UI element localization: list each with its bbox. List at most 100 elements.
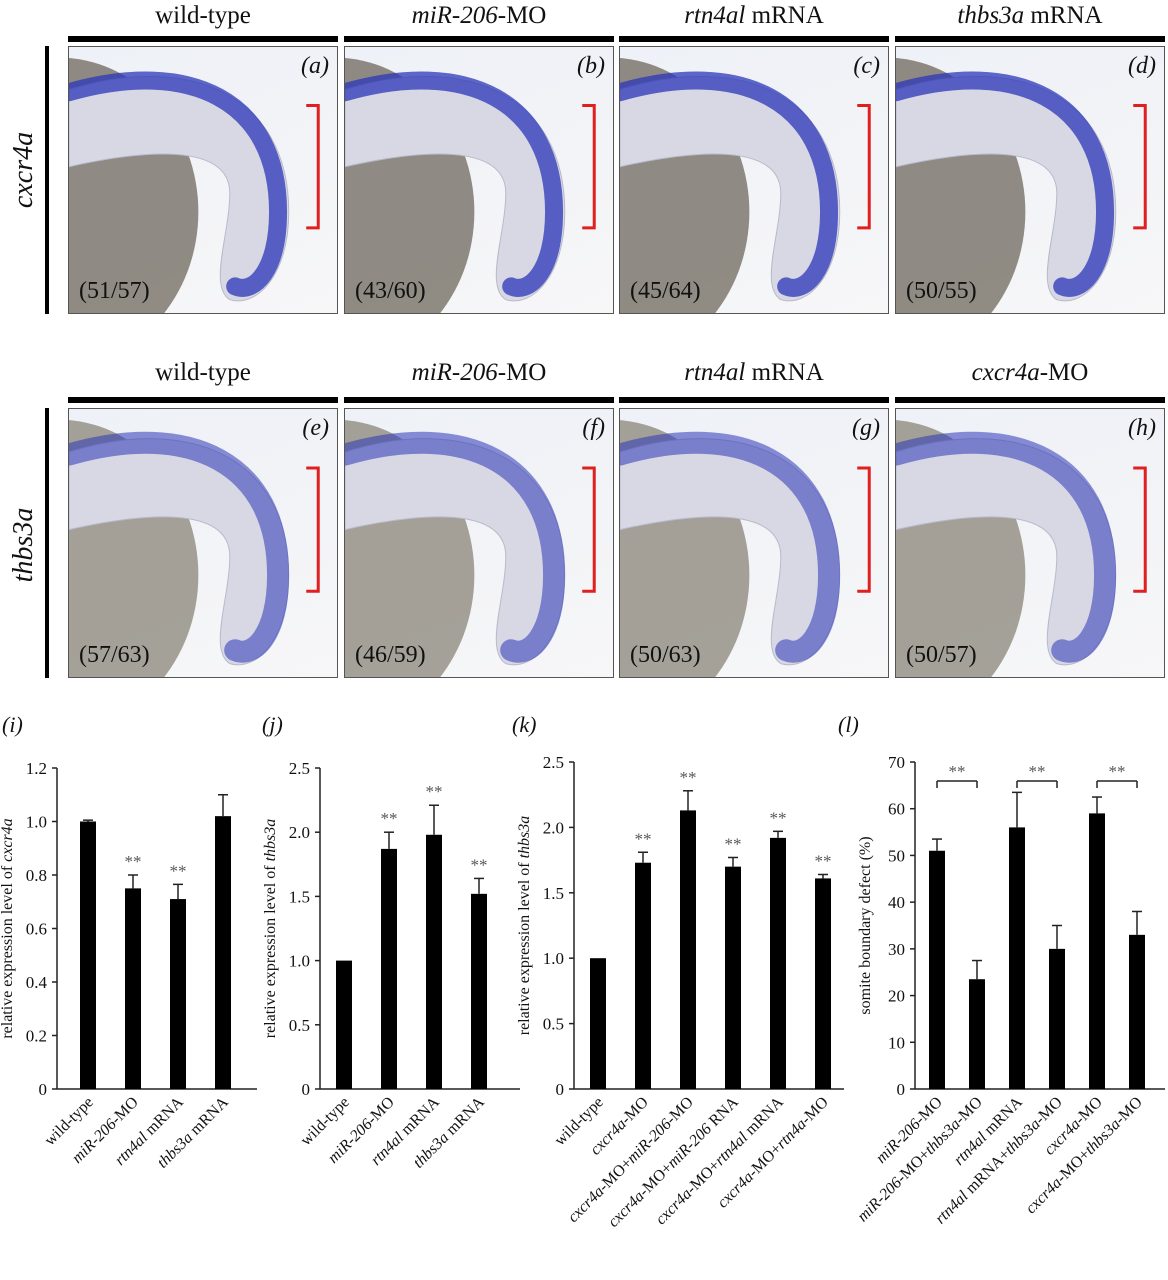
somite-region-bracket bbox=[1133, 104, 1147, 230]
category-label: rtn4al mRNA bbox=[112, 1093, 188, 1169]
stain-signal-shape bbox=[620, 71, 839, 297]
category-label: thbs3a mRNA bbox=[154, 1093, 232, 1171]
significance-mark: ** bbox=[381, 809, 398, 828]
bar bbox=[815, 878, 831, 1089]
panel-letter: (b) bbox=[577, 53, 605, 79]
somite-region-bracket bbox=[857, 104, 871, 230]
category-label: cxcr4a-MO+rtn4al mRNA bbox=[652, 1093, 787, 1228]
bar bbox=[170, 899, 186, 1089]
embryo-count: (50/55) bbox=[906, 278, 977, 304]
text-span: mRNA+ bbox=[960, 1146, 1014, 1200]
text-span: -MO+ bbox=[893, 1146, 933, 1186]
embryo-image-panel: (h) (50/57) bbox=[895, 408, 1165, 678]
bar bbox=[125, 888, 141, 1089]
embryo-illustration bbox=[69, 58, 320, 313]
y-tick-label: 0.2 bbox=[26, 1027, 47, 1046]
y-tick-label: 10 bbox=[888, 1033, 905, 1052]
category-label: rtn4al mRNA+thbs3a-MO bbox=[932, 1094, 1066, 1228]
y-tick-label: 70 bbox=[888, 753, 905, 772]
significance-mark: ** bbox=[770, 808, 787, 827]
significance-mark: ** bbox=[471, 855, 488, 874]
chart-panel-label: (j) bbox=[262, 712, 283, 737]
text-span: wild-type bbox=[551, 1094, 606, 1149]
panel-letter: (c) bbox=[853, 53, 880, 79]
y-tick-label: 2.0 bbox=[289, 823, 310, 842]
significance-mark: ** bbox=[725, 834, 742, 853]
text-span: relative expression level of bbox=[516, 858, 533, 1035]
y-tick-label: 1.5 bbox=[543, 884, 564, 903]
embryo-image-panel: (a) (51/57) bbox=[68, 46, 338, 314]
text-span: cxcr4a bbox=[605, 1188, 648, 1231]
embryo-image-panel: (g) (50/63) bbox=[619, 408, 889, 678]
y-tick-label: 0.4 bbox=[26, 973, 48, 992]
category-label: rtn4al mRNA bbox=[368, 1093, 444, 1169]
text-span: -MO bbox=[1112, 1094, 1146, 1128]
panel-letter: (e) bbox=[302, 415, 329, 441]
y-tick-label: 60 bbox=[888, 800, 905, 819]
bar bbox=[680, 810, 696, 1089]
y-tick-label: 2.5 bbox=[543, 753, 564, 772]
embryo-illustration bbox=[69, 420, 320, 677]
text-span: rtn4al bbox=[112, 1129, 152, 1169]
significance-mark: ** bbox=[125, 852, 142, 871]
text-span: rtn4a bbox=[773, 1116, 810, 1153]
category-label: miR-206-MO bbox=[69, 1094, 142, 1167]
category-label: wild-type bbox=[551, 1094, 606, 1149]
embryo-illustration bbox=[345, 58, 596, 313]
column-heading-bar bbox=[344, 397, 614, 403]
text-span: mRNA bbox=[395, 1093, 443, 1141]
chart-panel-label: (i) bbox=[2, 712, 23, 737]
embryo-illustration bbox=[896, 420, 1147, 677]
somite-region-bracket bbox=[582, 466, 596, 593]
y-tick-label: 0.8 bbox=[26, 866, 47, 885]
text-span: wild-type bbox=[297, 1094, 352, 1149]
embryo-illustration bbox=[620, 58, 871, 313]
text-span: -MO bbox=[108, 1094, 142, 1128]
somite-region-bracket bbox=[306, 104, 320, 230]
somite-region-bracket bbox=[582, 104, 596, 230]
somite-region-bracket bbox=[1133, 466, 1147, 593]
text-span: rtn4al bbox=[951, 1129, 991, 1169]
embryo-count: (50/57) bbox=[906, 642, 977, 668]
row-label: cxcr4a bbox=[8, 131, 39, 209]
category-label: miR-206-MO bbox=[325, 1094, 398, 1167]
text-span: mRNA bbox=[184, 1093, 232, 1141]
bar bbox=[471, 893, 487, 1089]
text-span: thbs3a bbox=[154, 1129, 196, 1171]
significance-mark: ** bbox=[815, 851, 832, 870]
y-tick-label: 2.0 bbox=[543, 818, 564, 837]
stain-signal-shape bbox=[620, 431, 841, 663]
somite-region-bracket bbox=[857, 466, 871, 593]
text-span: cxcr4a bbox=[652, 1185, 695, 1228]
column-heading: wild-type bbox=[155, 2, 251, 29]
embryo-image-panel: (e) (57/63) bbox=[68, 408, 338, 678]
bar bbox=[80, 821, 96, 1089]
column-heading: wild-type bbox=[155, 359, 251, 386]
text-span: thbs3a bbox=[1002, 1116, 1044, 1158]
panel-letter: (f) bbox=[582, 415, 605, 441]
text-span: -MO+ bbox=[1053, 1146, 1093, 1186]
text-span: -MO bbox=[1072, 1094, 1106, 1128]
text-span: rtn4al bbox=[712, 1129, 752, 1169]
bar bbox=[1049, 948, 1065, 1089]
category-label: cxcr4a-MO+miR-206-MO bbox=[565, 1094, 697, 1226]
y-tick-label: 0 bbox=[302, 1080, 311, 1099]
y-tick-label: 0.6 bbox=[26, 920, 47, 939]
text-span: miR-206 bbox=[69, 1116, 120, 1167]
bar bbox=[635, 862, 651, 1089]
text-span: thbs3a bbox=[516, 816, 533, 859]
text-span: cxcr4a bbox=[714, 1169, 757, 1212]
somite-region-bracket bbox=[306, 466, 320, 593]
embryo-count: (50/63) bbox=[630, 642, 701, 668]
bar bbox=[426, 834, 442, 1089]
text-span: cxcr4a bbox=[1022, 1174, 1065, 1217]
y-tick-label: 1.5 bbox=[289, 887, 310, 906]
text-span: cxcr4a bbox=[1041, 1116, 1084, 1159]
embryo-image-panel: (b) (43/60) bbox=[344, 46, 614, 314]
text-span: thbs3a bbox=[922, 1116, 964, 1158]
text-span: somite boundary defect (%) bbox=[857, 836, 874, 1014]
y-tick-label: 1.2 bbox=[26, 759, 47, 778]
stain-signal-shape bbox=[896, 431, 1117, 663]
category-label: thbs3a mRNA bbox=[410, 1093, 488, 1171]
column-heading-bar bbox=[895, 36, 1165, 42]
